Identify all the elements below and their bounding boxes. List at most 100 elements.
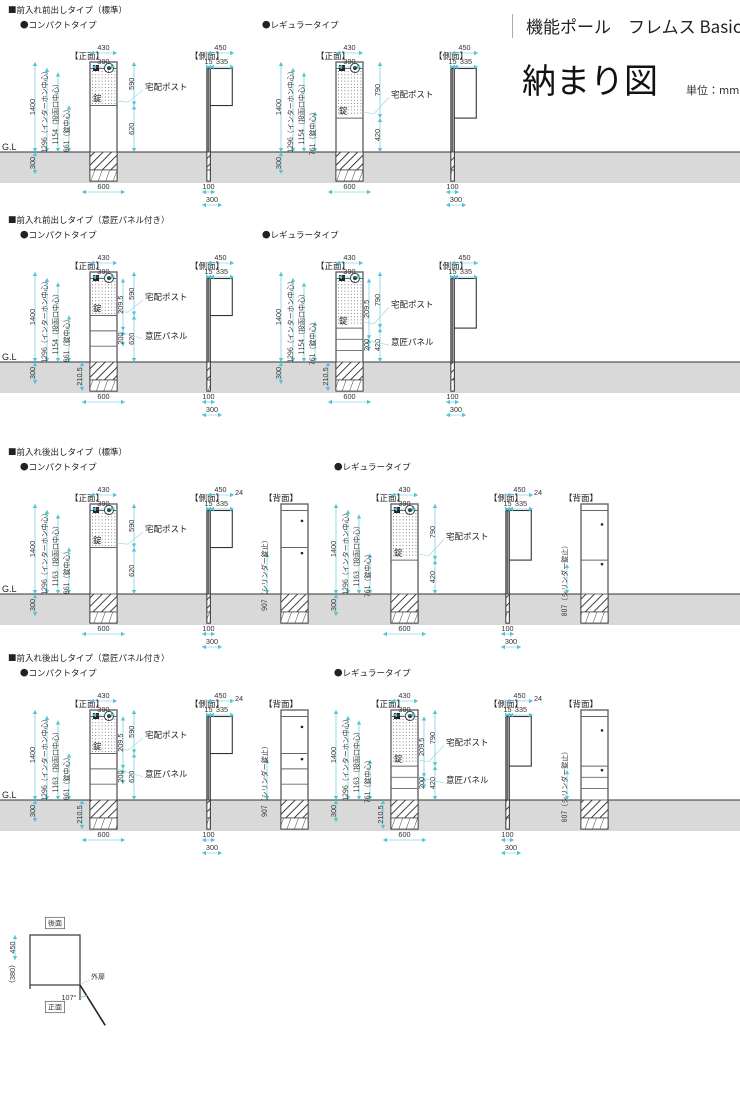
svg-text:590: 590 (127, 726, 136, 738)
svg-text:335: 335 (515, 499, 527, 508)
svg-text:200: 200 (417, 777, 426, 789)
svg-text:590: 590 (127, 520, 136, 532)
svg-text:錠: 錠 (339, 315, 348, 327)
svg-text:宅配ポスト: 宅配ポスト (391, 298, 434, 310)
svg-text:861（錠中心）: 861（錠中心） (62, 315, 72, 362)
svg-text:420: 420 (373, 339, 382, 351)
svg-text:100: 100 (202, 182, 214, 191)
svg-text:335: 335 (216, 267, 228, 276)
svg-text:335: 335 (460, 267, 472, 276)
svg-text:790: 790 (428, 732, 437, 744)
svg-text:300: 300 (505, 843, 517, 852)
svg-text:錠: 錠 (93, 535, 102, 547)
svg-text:1296（インターホン中心）: 1296（インターホン中心） (341, 509, 351, 595)
svg-text:209.5: 209.5 (417, 738, 426, 756)
svg-text:420: 420 (428, 777, 437, 789)
svg-text:1163（投函口中心）: 1163（投函口中心） (352, 728, 362, 793)
svg-text:●コンパクトタイプ: ●コンパクトタイプ (20, 229, 97, 241)
svg-text:錠: 錠 (394, 547, 403, 559)
svg-text:1296（インターホン中心）: 1296（インターホン中心） (286, 67, 296, 153)
svg-text:210.5: 210.5 (75, 367, 84, 385)
svg-text:335: 335 (515, 705, 527, 714)
svg-text:意匠パネル: 意匠パネル (145, 330, 188, 342)
svg-text:1163（投函口中心）: 1163（投函口中心） (51, 728, 61, 793)
svg-text:15: 15 (448, 57, 456, 66)
svg-text:107°: 107° (61, 993, 76, 1002)
svg-text:（380）: （380） (8, 961, 17, 988)
svg-text:●レギュラータイプ: ●レギュラータイプ (334, 461, 411, 473)
svg-text:15: 15 (204, 57, 212, 66)
svg-text:1400: 1400 (28, 99, 37, 115)
svg-text:790: 790 (373, 84, 382, 96)
svg-text:450: 450 (8, 941, 17, 953)
svg-text:300: 300 (206, 405, 218, 414)
svg-text:300: 300 (329, 805, 338, 817)
svg-text:430: 430 (97, 691, 109, 700)
svg-text:●コンパクトタイプ: ●コンパクトタイプ (20, 667, 97, 679)
svg-text:1400: 1400 (274, 309, 283, 325)
svg-text:1154（投函口中心）: 1154（投函口中心） (51, 80, 61, 145)
svg-text:【背面】: 【背面】 (564, 492, 598, 504)
svg-text:15: 15 (204, 499, 212, 508)
svg-text:1400: 1400 (28, 747, 37, 763)
svg-text:300: 300 (505, 637, 517, 646)
svg-text:335: 335 (460, 57, 472, 66)
svg-text:300: 300 (206, 195, 218, 204)
svg-text:600: 600 (398, 830, 410, 839)
svg-text:意匠パネル: 意匠パネル (446, 774, 489, 786)
svg-text:335: 335 (216, 499, 228, 508)
svg-text:100: 100 (501, 830, 513, 839)
svg-text:1154（投函口中心）: 1154（投函口中心） (297, 80, 307, 145)
svg-text:宅配ポスト: 宅配ポスト (145, 523, 188, 535)
svg-text:1163（投函口中心）: 1163（投函口中心） (352, 522, 362, 587)
svg-text:1400: 1400 (28, 541, 37, 557)
svg-text:390: 390 (97, 705, 109, 714)
svg-text:761（錠中心）: 761（錠中心） (363, 756, 373, 803)
svg-text:宅配ポスト: 宅配ポスト (145, 729, 188, 741)
svg-text:宅配ポスト: 宅配ポスト (446, 530, 489, 542)
svg-text:420: 420 (428, 571, 437, 583)
svg-text:正面: 正面 (48, 1002, 62, 1012)
svg-text:209.5: 209.5 (116, 734, 125, 752)
svg-text:後面: 後面 (48, 918, 62, 928)
svg-text:300: 300 (274, 367, 283, 379)
svg-text:790: 790 (428, 526, 437, 538)
svg-text:300: 300 (28, 599, 37, 611)
svg-text:300: 300 (206, 843, 218, 852)
svg-text:200: 200 (116, 332, 125, 344)
svg-text:450: 450 (513, 691, 525, 700)
svg-text:390: 390 (343, 267, 355, 276)
svg-text:G.L: G.L (2, 352, 17, 362)
svg-text:600: 600 (97, 830, 109, 839)
svg-text:300: 300 (28, 805, 37, 817)
svg-text:■前入れ前出しタイプ（標準）: ■前入れ前出しタイプ（標準） (8, 4, 127, 16)
svg-text:450: 450 (214, 253, 226, 262)
svg-text:意匠パネル: 意匠パネル (391, 336, 434, 348)
svg-text:300: 300 (329, 599, 338, 611)
svg-text:300: 300 (206, 637, 218, 646)
svg-text:861（錠中心）: 861（錠中心） (62, 753, 72, 800)
svg-text:宅配ポスト: 宅配ポスト (145, 291, 188, 303)
svg-text:■前入れ前出しタイプ（意匠パネル付き）: ■前入れ前出しタイプ（意匠パネル付き） (8, 214, 170, 226)
svg-text:300: 300 (450, 195, 462, 204)
svg-text:600: 600 (97, 182, 109, 191)
svg-text:■前入れ後出しタイプ（意匠パネル付き）: ■前入れ後出しタイプ（意匠パネル付き） (8, 652, 170, 664)
svg-text:100: 100 (202, 830, 214, 839)
svg-text:209.5: 209.5 (116, 296, 125, 314)
svg-text:1400: 1400 (274, 99, 283, 115)
svg-text:807（シリンダー錠止）: 807（シリンダー錠止） (560, 748, 570, 823)
svg-text:600: 600 (343, 182, 355, 191)
svg-text:100: 100 (501, 624, 513, 633)
svg-text:【背面】: 【背面】 (264, 492, 298, 504)
svg-text:200: 200 (116, 770, 125, 782)
svg-text:761（錠中心）: 761（錠中心） (308, 318, 318, 365)
svg-text:430: 430 (97, 485, 109, 494)
svg-text:907（シリンダー錠止）: 907（シリンダー錠止） (260, 742, 270, 817)
svg-text:390: 390 (97, 57, 109, 66)
svg-text:600: 600 (97, 392, 109, 401)
svg-text:600: 600 (398, 624, 410, 633)
svg-text:15: 15 (204, 705, 212, 714)
svg-text:1400: 1400 (329, 747, 338, 763)
svg-text:錠: 錠 (339, 105, 348, 117)
svg-text:100: 100 (446, 182, 458, 191)
